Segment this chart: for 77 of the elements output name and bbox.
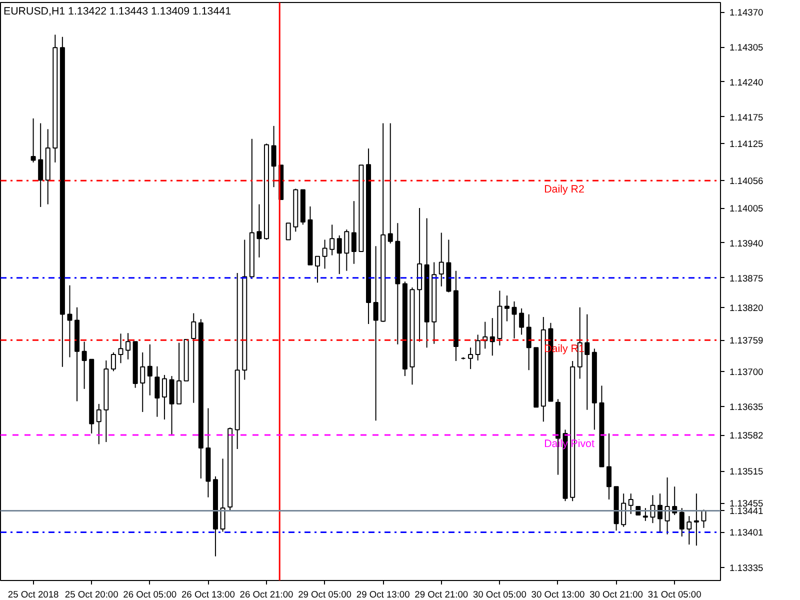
candlestick: [256, 204, 262, 258]
x-tick-label: 29 Oct 21:00: [414, 590, 468, 600]
x-tick-label: 30 Oct 13:00: [531, 590, 585, 600]
y-tick-label: 1.13335: [730, 563, 764, 574]
chart-title: EURUSD,H1 1.13422 1.13443 1.13409 1.13441: [4, 6, 232, 18]
candlestick: [286, 222, 291, 240]
candlestick: [110, 352, 116, 372]
candlestick: [373, 246, 378, 422]
candlestick: [519, 308, 524, 336]
candlestick: [315, 256, 320, 284]
x-tick-label: 26 Oct 05:00: [123, 590, 177, 600]
candlestick: [438, 232, 444, 287]
candlestick: [468, 347, 474, 370]
candlestick: [140, 352, 146, 412]
y-tick-label: 1.13820: [730, 302, 764, 313]
candlestick: [82, 341, 87, 390]
y-tick-label: 1.13759: [730, 336, 764, 346]
candlestick: [220, 458, 226, 532]
candlestick: [664, 476, 670, 535]
y-tick-label: 1.14305: [730, 42, 764, 53]
y-tick-label: 1.13401: [730, 528, 764, 538]
candlestick: [330, 224, 335, 256]
y-tick-label: 1.13455: [730, 498, 764, 509]
candlestick: [686, 516, 692, 546]
y-tick-label: 1.13441: [730, 506, 764, 516]
y-tick-label: 1.13700: [730, 367, 764, 378]
candlestick: [512, 300, 517, 339]
candlestick: [30, 118, 36, 163]
x-tick-label: 29 Oct 05:00: [298, 590, 352, 600]
candlestick: [642, 508, 648, 522]
ref-line-label: Daily R2: [544, 184, 584, 196]
candlestick: [271, 125, 276, 188]
candlestick: [191, 312, 196, 404]
candlestick: [658, 493, 663, 532]
candlestick: [388, 122, 393, 244]
candlestick: [584, 314, 590, 410]
candlestick: [147, 344, 152, 396]
candlestick: [526, 314, 532, 371]
y-tick-label: 1.13635: [730, 402, 764, 412]
candlestick: [162, 374, 167, 420]
x-tick-label: 29 Oct 13:00: [356, 590, 410, 600]
candlestick: [322, 239, 328, 270]
y-tick-label: 1.13515: [730, 466, 764, 477]
x-tick-label: 30 Oct 05:00: [472, 590, 526, 600]
candlestick: [154, 366, 160, 418]
x-tick-label: 25 Oct 2018: [8, 590, 59, 600]
candlestick: [118, 333, 124, 364]
candlestick: [344, 229, 350, 272]
x-tick-label: 30 Oct 21:00: [590, 590, 644, 600]
candlestick: [336, 234, 342, 275]
candlestick: [628, 493, 634, 514]
y-tick-label: 1.13940: [730, 238, 764, 248]
candlestick: [701, 509, 706, 528]
candlestick: [96, 403, 102, 445]
candlestick: [351, 200, 356, 264]
candlestick: [475, 334, 480, 361]
y-tick-label: 1.14056: [730, 176, 764, 186]
candlestick: [126, 332, 131, 360]
candlestick: [504, 295, 510, 322]
y-tick-label: 1.14370: [730, 8, 764, 18]
y-tick-label: 1.13875: [730, 273, 764, 284]
candlestick: [38, 122, 44, 208]
x-tick-label: 26 Oct 13:00: [181, 590, 235, 600]
y-tick-label: 1.14240: [730, 77, 764, 88]
y-tick-label: 1.14125: [730, 139, 764, 150]
candlestick: [606, 432, 612, 500]
candlestick: [176, 342, 182, 404]
candlestick: [694, 493, 699, 546]
x-tick-label: 31 Oct 05:00: [648, 590, 702, 600]
y-tick-label: 1.13582: [730, 430, 764, 441]
candlestick: [621, 493, 626, 528]
y-tick-label: 1.14005: [730, 204, 764, 214]
x-tick-label: 25 Oct 20:00: [64, 590, 118, 600]
candlestick: [67, 284, 72, 358]
y-tick-label: 1.14175: [730, 112, 764, 122]
candlestick: [679, 508, 684, 537]
x-tick-label: 26 Oct 21:00: [240, 590, 294, 600]
